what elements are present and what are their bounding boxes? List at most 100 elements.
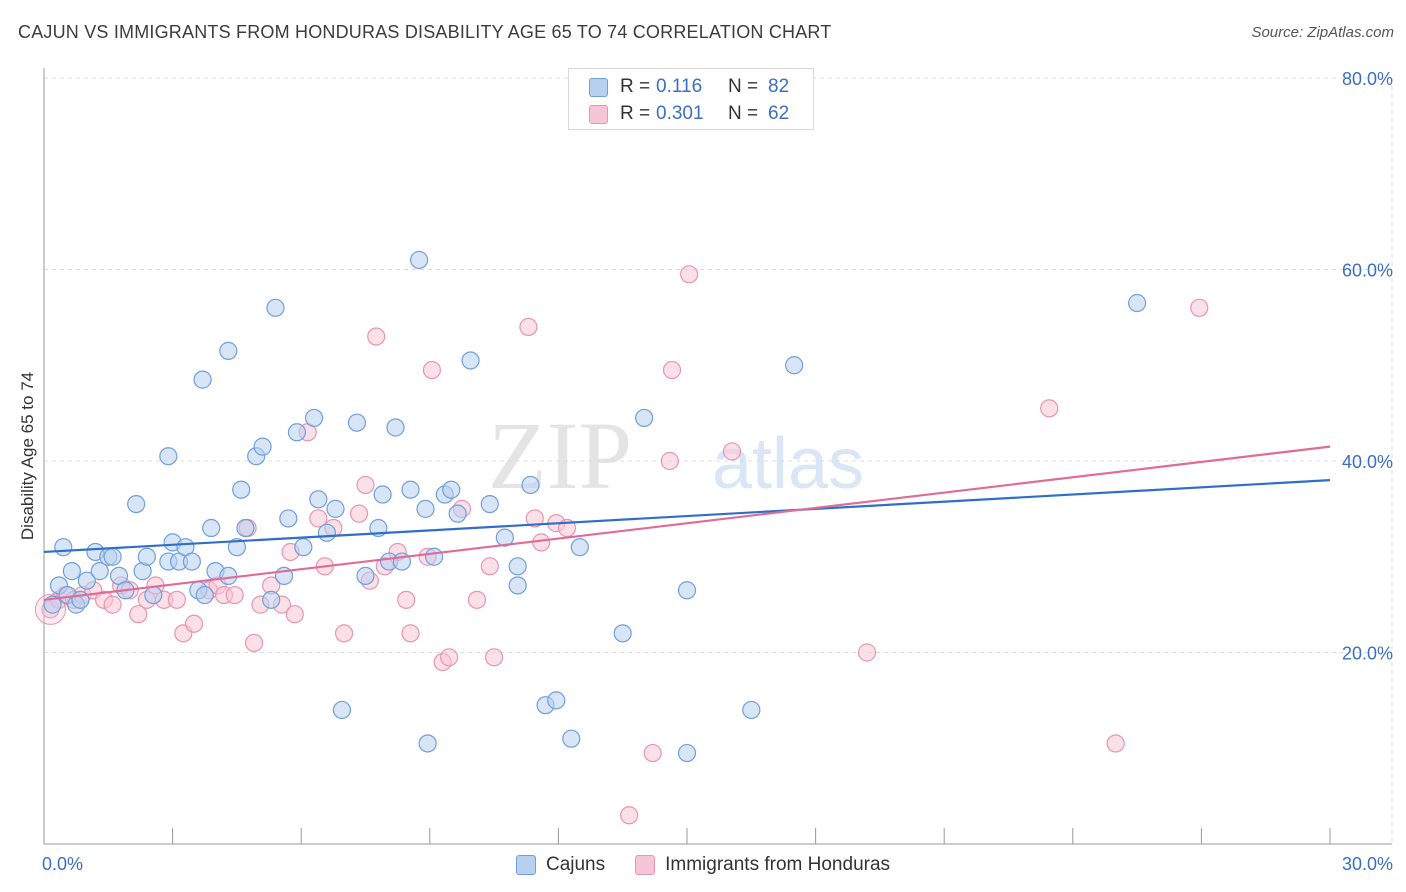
honduras-point [620, 806, 639, 825]
y-tick-label: 60.0% [1342, 261, 1393, 281]
r-label: R = [620, 103, 651, 124]
honduras-point [103, 595, 122, 614]
watermark-zip: ZIP [488, 402, 632, 509]
cajun-point [409, 250, 429, 270]
honduras-point [397, 590, 416, 609]
axes [43, 68, 1392, 845]
cajun-point [137, 547, 156, 566]
honduras-point [485, 648, 504, 667]
cajun-point [232, 480, 251, 499]
n-value: 82 [768, 76, 790, 97]
honduras-point [225, 585, 244, 605]
legend-label-honduras: Immigrants from Honduras [665, 854, 891, 875]
y-tick-label: 40.0% [1342, 452, 1393, 472]
legend-item-cajuns: Cajuns [515, 854, 605, 876]
y-axis-label: Disability Age 65 to 74 [18, 372, 37, 540]
legend-row-cajuns: R = 0.116 N = 82 [589, 74, 789, 100]
honduras-point [422, 360, 442, 380]
cajun-point [677, 743, 697, 763]
x-tick-label-min: 0.0% [42, 854, 83, 874]
cajun-point [103, 547, 122, 566]
cajun-point [613, 624, 632, 643]
cajun-point [202, 518, 221, 538]
cajun-point [144, 585, 163, 605]
cajun-point [677, 581, 697, 600]
cajun-point [570, 538, 589, 557]
honduras-point [662, 360, 682, 380]
honduras-point [439, 648, 459, 667]
honduras-point [467, 590, 487, 609]
cajun-point [294, 538, 313, 557]
cajun-point [236, 518, 255, 538]
legend-item-honduras: Immigrants from Honduras [635, 854, 890, 876]
cajun-point [219, 566, 238, 586]
cajun-point [90, 562, 109, 581]
cajun-point [332, 700, 352, 720]
cajun-point [480, 494, 499, 514]
cajun-point [508, 557, 527, 576]
honduras-point [129, 605, 148, 624]
cajun-point [227, 538, 246, 557]
cajun-point [416, 499, 435, 518]
cajun-point [193, 370, 212, 389]
y-tick-label: 20.0% [1342, 644, 1393, 664]
cajun-point [182, 552, 201, 571]
cajun-point [1127, 293, 1147, 313]
cajun-point [326, 499, 345, 518]
honduras-point [1190, 298, 1209, 317]
tick-labels: 20.0% 40.0% 60.0% 80.0% 0.0% 30.0% [42, 69, 1393, 874]
honduras-point [285, 605, 304, 624]
cajun-point [547, 691, 566, 710]
watermark-atlas: atlas [712, 424, 864, 504]
honduras-point [334, 624, 354, 643]
cajun-point [424, 547, 444, 566]
y-tick-label: 80.0% [1342, 69, 1393, 89]
n-label: N = [728, 76, 759, 97]
cajun-point [317, 523, 337, 542]
honduras-point [680, 265, 699, 284]
cajun-point [418, 734, 437, 753]
cajun-point [266, 298, 285, 317]
stats-legend: R = 0.116 N = 82 R = 0.301 N = 62 [568, 68, 814, 130]
honduras-point [1106, 734, 1125, 753]
honduras-point [519, 317, 538, 337]
honduras-point [309, 509, 328, 528]
cajun-point [77, 571, 96, 590]
legend-row-honduras: R = 0.301 N = 62 [589, 101, 789, 127]
watermark: ZIP atlas [488, 402, 864, 509]
honduras-legend-icon [635, 855, 656, 875]
honduras-point [480, 557, 499, 576]
cajun-point [635, 408, 654, 428]
honduras-point [244, 633, 264, 653]
cajun-point [219, 341, 238, 360]
cajun-point [461, 351, 480, 370]
cajun-point [127, 494, 146, 514]
cajun-point [373, 485, 392, 504]
honduras-point [167, 590, 186, 609]
n-label: N = [728, 103, 759, 124]
cajun-trend-line [43, 479, 1331, 554]
honduras-swatch-icon [589, 104, 608, 124]
cajun-point [309, 490, 328, 509]
cajun-point [54, 538, 73, 557]
chart-title: CAJUN VS IMMIGRANTS FROM HONDURAS DISABI… [18, 22, 832, 42]
source-label: Source: ZipAtlas.com [1251, 24, 1394, 41]
honduras-point [356, 475, 375, 495]
cajun-point [742, 700, 761, 720]
cajun-point [785, 356, 804, 375]
r-label: R = [620, 76, 651, 97]
r-value: 0.116 [656, 76, 703, 97]
honduras-point [722, 442, 742, 461]
cajun-point [448, 504, 467, 523]
cajun-point [562, 729, 581, 748]
cajun-point [62, 562, 81, 581]
cajun-point [287, 423, 307, 442]
honduras-point [367, 327, 386, 346]
series-legend: Cajuns Immigrants from Honduras [0, 850, 1406, 880]
cajun-point [508, 576, 527, 595]
cajun-point [262, 590, 281, 609]
honduras-trend-line [43, 445, 1331, 601]
cajun-legend-icon [515, 855, 536, 875]
trend-lines [43, 445, 1331, 601]
